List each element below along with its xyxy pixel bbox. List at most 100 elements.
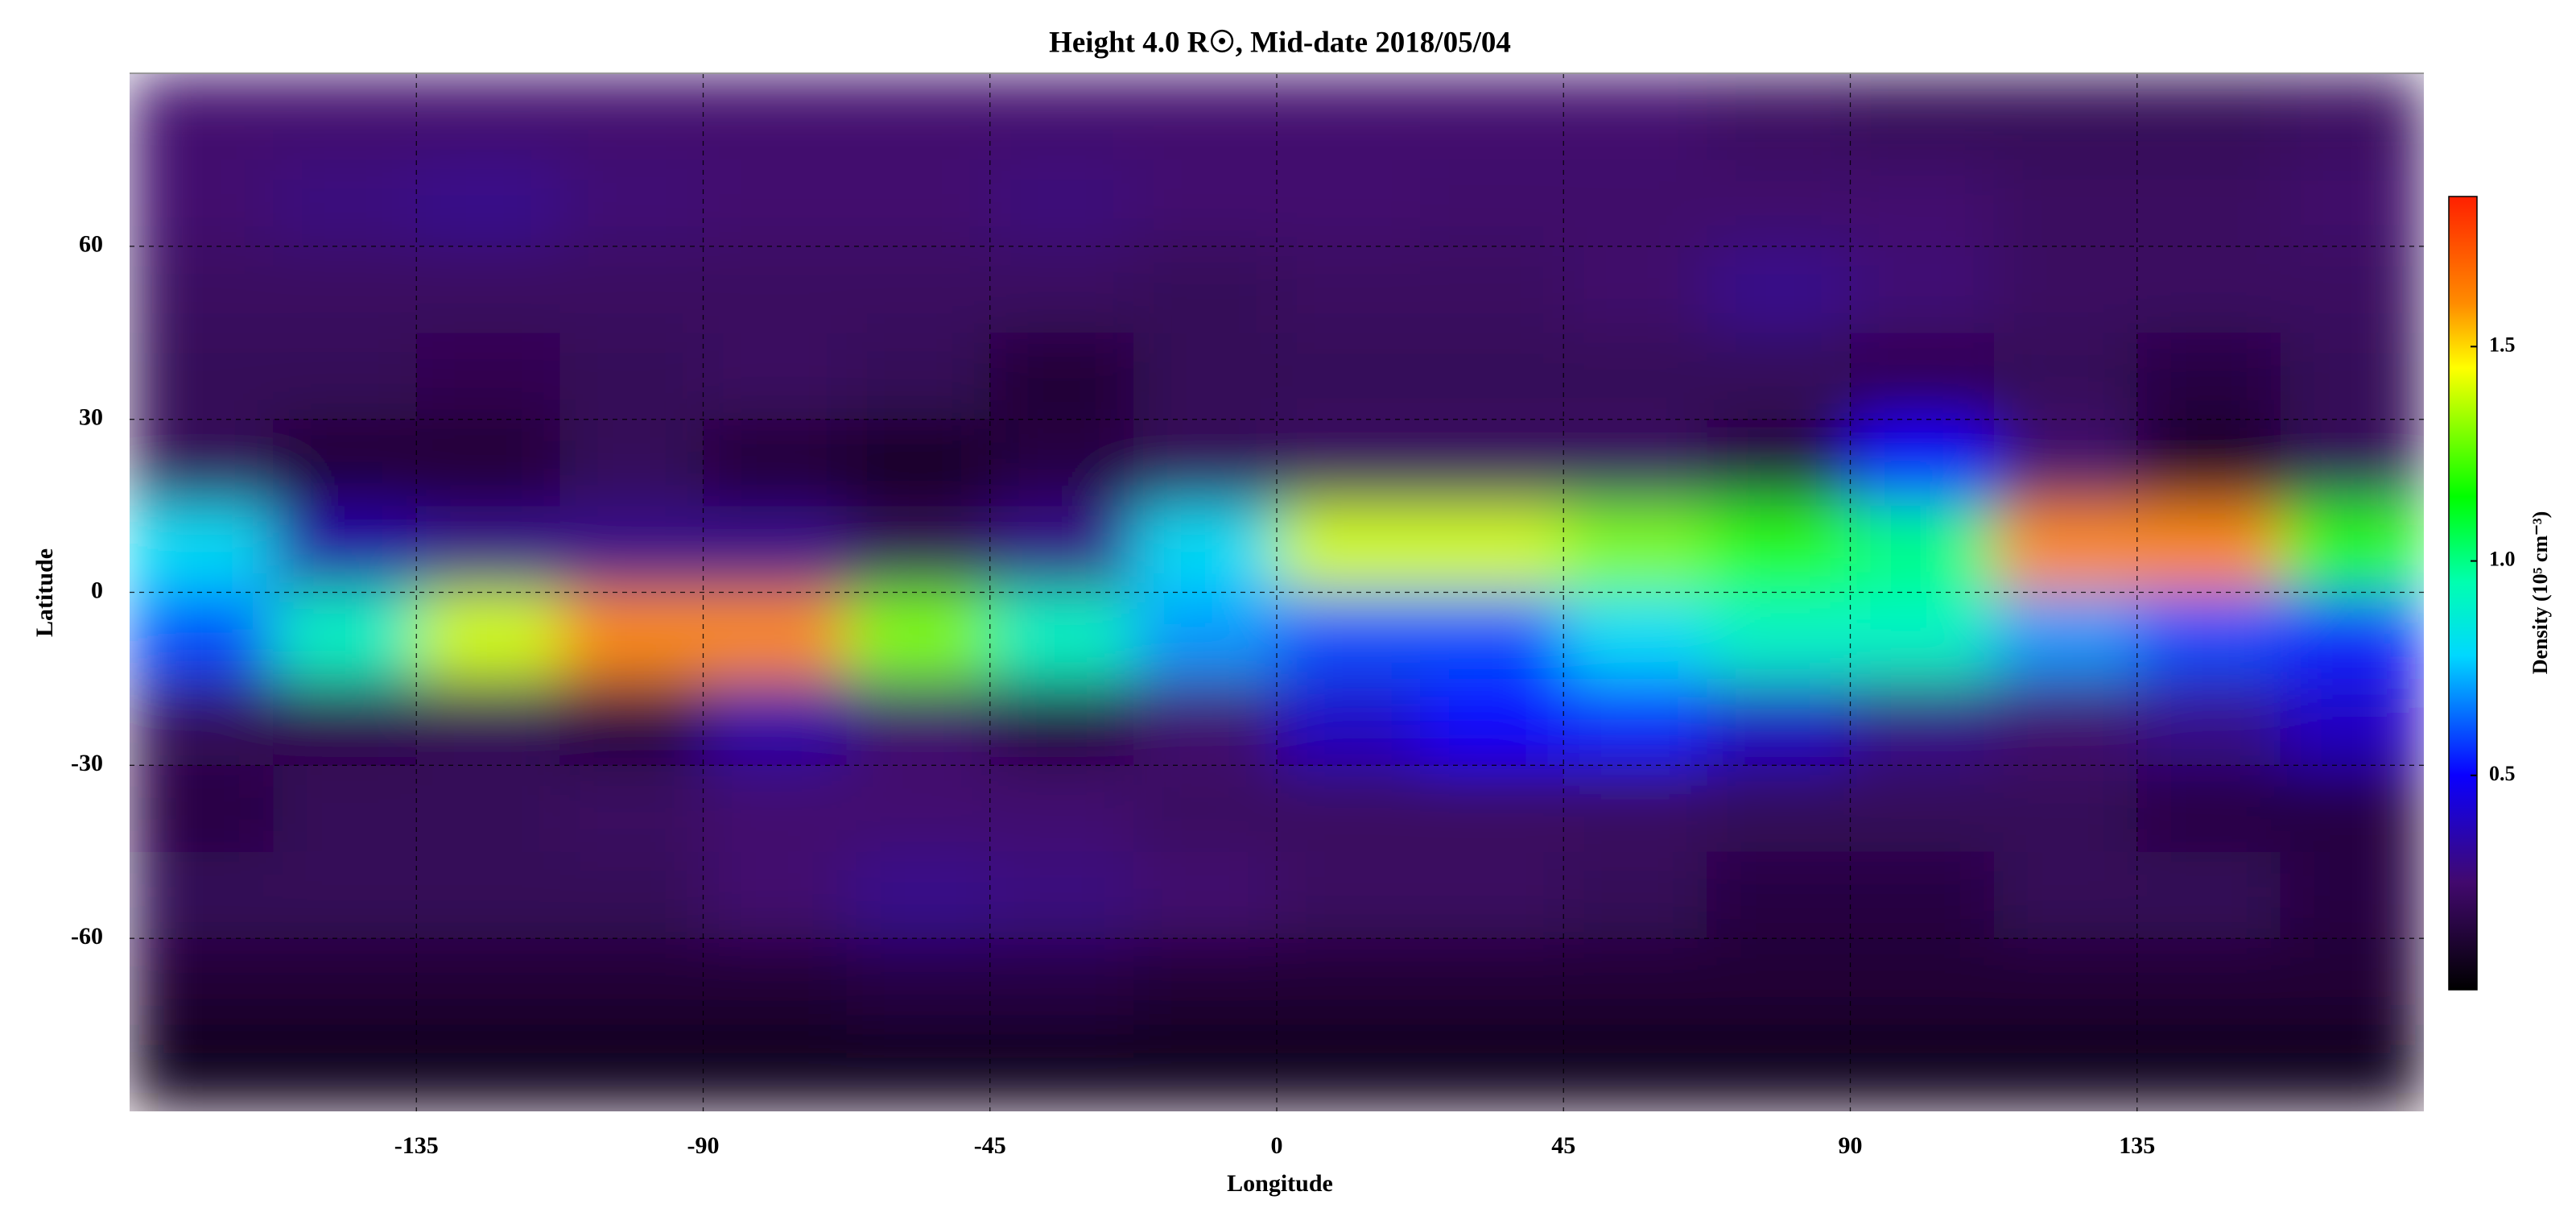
heat-cell: [1850, 159, 1995, 247]
heat-cell: [2136, 333, 2281, 420]
heat-cell: [1707, 333, 1852, 420]
heat-cell: [846, 159, 991, 247]
heat-cell: [2280, 506, 2424, 594]
heat-cell: [559, 506, 704, 594]
heat-cell: [989, 159, 1134, 247]
y-axis-label: Latitude: [31, 548, 58, 637]
heat-cell: [1707, 592, 1852, 680]
heat-cell: [989, 592, 1134, 680]
heat-cell: [1707, 851, 1852, 940]
heat-cell: [2280, 73, 2424, 161]
heat-cell: [1563, 765, 1708, 853]
heat-cell: [989, 73, 1134, 161]
heat-cell: [273, 1024, 418, 1111]
heat-cell: [1420, 1024, 1565, 1111]
heat-cell: [1277, 851, 1422, 940]
heat-cell: [1563, 419, 1708, 507]
heat-cell: [1133, 159, 1278, 247]
heat-cell: [1993, 1024, 2138, 1111]
heat-cell: [1420, 333, 1565, 420]
heat-cell: [1563, 592, 1708, 680]
heat-cell: [1850, 246, 1995, 334]
heat-cell: [1707, 506, 1852, 594]
heat-cell: [2280, 592, 2424, 680]
heat-cell: [2280, 246, 2424, 334]
heat-cell: [130, 765, 275, 853]
heat-cell: [1277, 678, 1422, 767]
heat-cell: [1420, 851, 1565, 940]
heat-cell: [1993, 851, 2138, 940]
heat-cell: [703, 851, 848, 940]
y-tick-label: 0: [91, 577, 103, 603]
heat-cell: [273, 678, 418, 767]
heat-cell: [1420, 419, 1565, 507]
heat-cell: [989, 938, 1134, 1026]
heat-cell: [1850, 1024, 1995, 1111]
heat-cell: [2136, 159, 2281, 247]
heat-cell: [1277, 506, 1422, 594]
heat-cell: [846, 592, 991, 680]
heat-cell: [1277, 765, 1422, 853]
heat-cell: [559, 851, 704, 940]
heat-cell: [1420, 765, 1565, 853]
x-tick-label: -90: [687, 1132, 720, 1159]
colorbar: [2448, 196, 2478, 991]
heat-cell: [273, 765, 418, 853]
heat-cell: [1420, 592, 1565, 680]
heat-cell: [989, 419, 1134, 507]
heat-cell: [2136, 506, 2281, 594]
heat-cell: [130, 678, 275, 767]
heat-cell: [1993, 506, 2138, 594]
heat-cell: [989, 506, 1134, 594]
heat-cell: [703, 592, 848, 680]
heat-cell: [2280, 333, 2424, 420]
heat-cell: [989, 246, 1134, 334]
heat-cell: [130, 419, 275, 507]
heat-cell: [703, 765, 848, 853]
heat-cell: [559, 73, 704, 161]
heat-cell: [1277, 1024, 1422, 1111]
heat-cell: [2136, 246, 2281, 334]
heat-cell: [1563, 333, 1708, 420]
heat-cell: [846, 678, 991, 767]
heat-cell: [1563, 506, 1708, 594]
heat-cell: [130, 73, 275, 161]
heat-cell: [130, 851, 275, 940]
heat-cell: [273, 506, 418, 594]
heat-cell: [703, 73, 848, 161]
heat-cell: [1707, 246, 1852, 334]
heat-cell: [1133, 73, 1278, 161]
heat-cell: [559, 765, 704, 853]
heat-cell: [703, 678, 848, 767]
heat-cell: [416, 73, 561, 161]
heat-cell: [1993, 159, 2138, 247]
heat-cell: [2136, 851, 2281, 940]
heat-cell: [273, 938, 418, 1026]
chart-title: Height 4.0 R☉, Mid-date 2018/05/04: [1049, 26, 1511, 59]
heat-cell: [1707, 765, 1852, 853]
heat-cell: [1277, 333, 1422, 420]
heat-cell: [559, 678, 704, 767]
heat-cell: [416, 419, 561, 507]
heat-cell: [559, 592, 704, 680]
heat-cell: [273, 159, 418, 247]
heat-cell: [1277, 159, 1422, 247]
heat-cell: [703, 246, 848, 334]
heat-cell: [130, 506, 275, 594]
colorbar-tick-label: 0.5: [2489, 762, 2516, 785]
grid: [130, 72, 2424, 1111]
heat-cell: [1133, 851, 1278, 940]
heat-cell: [1420, 246, 1565, 334]
heat-cell: [2280, 938, 2424, 1026]
heat-cell: [1277, 246, 1422, 334]
heat-cell: [416, 938, 561, 1026]
heat-cell: [703, 506, 848, 594]
heat-cell: [559, 246, 704, 334]
heat-cell: [1993, 678, 2138, 767]
heat-cell: [989, 851, 1134, 940]
heat-cell: [1707, 419, 1852, 507]
heat-cell: [416, 506, 561, 594]
heat-cell: [130, 1024, 275, 1111]
y-tick-label: -30: [71, 750, 103, 776]
heat-cell: [2280, 419, 2424, 507]
